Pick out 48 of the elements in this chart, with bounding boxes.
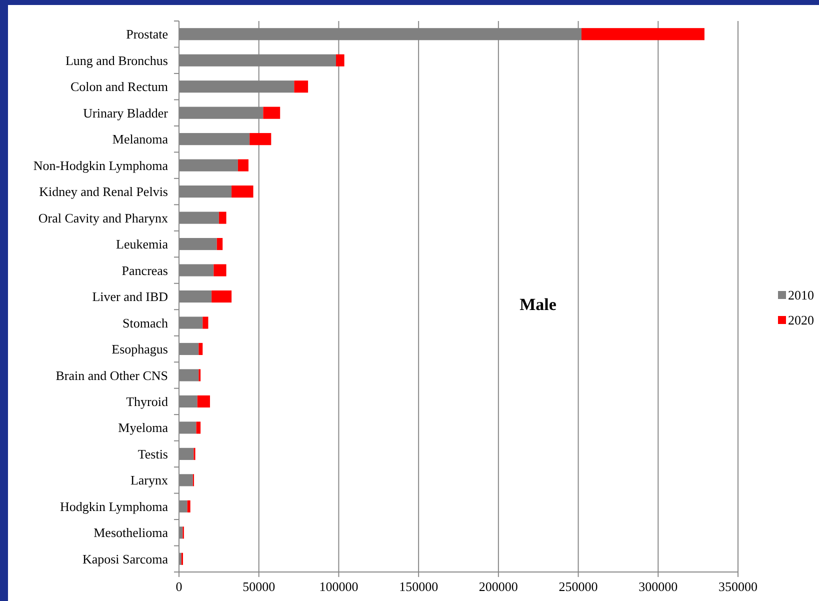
bar bbox=[202, 316, 208, 329]
y-tick-label: Oral Cavity and Pharynx bbox=[38, 210, 168, 226]
bar bbox=[294, 80, 308, 93]
y-tick-label: Colon and Rectum bbox=[70, 79, 168, 94]
y-tick-label: Leukemia bbox=[116, 236, 168, 252]
y-tick-label: Esophagus bbox=[112, 342, 168, 357]
bar bbox=[263, 106, 280, 119]
x-tick-label: 50000 bbox=[242, 579, 276, 594]
bar bbox=[238, 159, 248, 172]
x-tick-label: 250000 bbox=[558, 579, 598, 594]
y-tick-label: Non-Hodgkin Lymphoma bbox=[33, 158, 168, 173]
y-tick-label: Hodgkin Lymphoma bbox=[60, 498, 168, 514]
y-tick-label: Kaposi Sarcoma bbox=[82, 551, 168, 566]
y-tick-label: Brain and Other CNS bbox=[56, 368, 168, 383]
x-tick-label: 0 bbox=[176, 579, 182, 594]
bar bbox=[216, 238, 223, 250]
bar bbox=[198, 342, 203, 356]
bar bbox=[214, 264, 226, 276]
bar bbox=[218, 212, 226, 224]
annotation: Male bbox=[520, 294, 557, 314]
bar bbox=[581, 28, 704, 40]
bar bbox=[187, 500, 190, 512]
x-tick-label: 200000 bbox=[478, 579, 518, 594]
y-tick-label: Lung and Bronchus bbox=[65, 52, 168, 68]
y-tick-label: Mesothelioma bbox=[94, 525, 168, 540]
bar bbox=[196, 422, 201, 434]
y-tick-label: Myeloma bbox=[118, 420, 168, 436]
x-tick-label: 100000 bbox=[319, 579, 358, 594]
bar bbox=[197, 395, 210, 408]
y-tick-label: Stomach bbox=[122, 315, 168, 330]
y-tick-label: Pancreas bbox=[122, 262, 168, 278]
y-tick-label: Melanoma bbox=[112, 132, 168, 147]
y-tick-label: Testis bbox=[138, 446, 168, 462]
y-tick-label: Kidney and Renal Pelvis bbox=[39, 184, 168, 200]
bar bbox=[336, 54, 344, 66]
y-tick-label: Urinary Bladder bbox=[83, 105, 169, 120]
x-tick-label: 350000 bbox=[718, 579, 758, 594]
y-tick-label: Prostate bbox=[126, 26, 168, 42]
bar bbox=[250, 133, 272, 146]
y-tick-label: Thyroid bbox=[126, 394, 168, 409]
bar bbox=[212, 290, 232, 303]
y-tick-label: Larynx bbox=[130, 472, 168, 488]
x-tick-label: 300000 bbox=[638, 579, 678, 594]
legend-label: 2020 bbox=[788, 312, 814, 328]
bar bbox=[232, 186, 254, 198]
legend-label: 2010 bbox=[788, 288, 814, 303]
x-tick-label: 150000 bbox=[399, 579, 438, 594]
y-tick-label: Liver and IBD bbox=[92, 289, 168, 304]
